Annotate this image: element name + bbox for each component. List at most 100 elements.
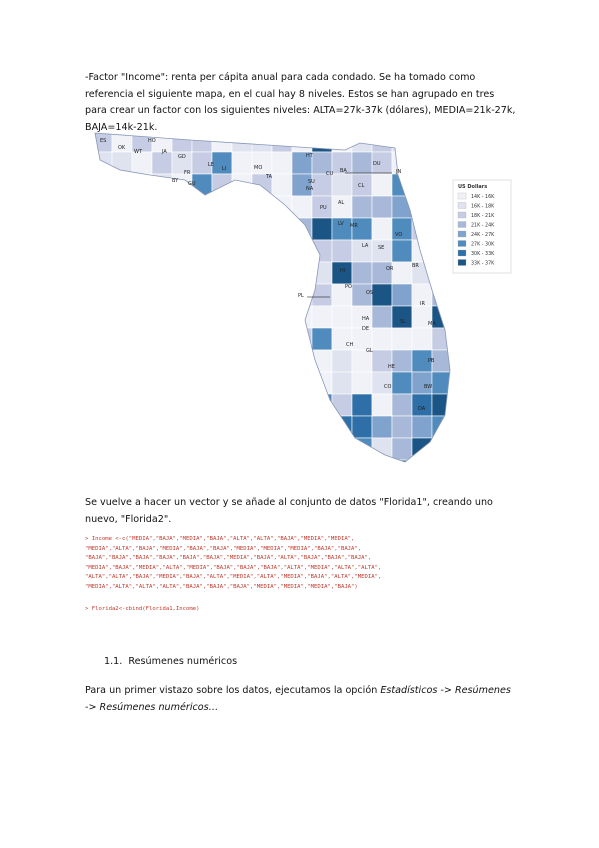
county <box>411 195 433 219</box>
county <box>211 415 233 439</box>
county <box>151 327 173 351</box>
county-label: CL <box>358 183 364 189</box>
code-line: "MEDIA","ALTA","ALTA","ALTA","BAJA","BAJ… <box>85 583 358 590</box>
county <box>111 173 133 197</box>
county-label: DE <box>362 326 369 332</box>
county <box>111 239 133 263</box>
county <box>391 393 413 417</box>
legend-label: 24K - 27K <box>471 232 495 238</box>
county <box>452 328 472 350</box>
county <box>231 195 253 219</box>
county <box>231 371 253 395</box>
county <box>171 459 193 462</box>
county <box>151 437 173 461</box>
counties <box>95 130 472 462</box>
county <box>291 305 313 329</box>
county-label: MA <box>428 321 436 327</box>
county <box>371 459 393 462</box>
county <box>452 130 472 152</box>
legend-swatch <box>457 259 467 266</box>
county <box>171 217 193 241</box>
county <box>95 151 113 175</box>
county <box>191 217 213 241</box>
county <box>331 459 353 462</box>
county <box>452 394 472 416</box>
county <box>371 239 393 263</box>
county <box>371 173 393 197</box>
county <box>131 459 153 462</box>
county <box>131 327 153 351</box>
county-label: BA <box>340 168 347 174</box>
county-label: FR <box>184 170 191 176</box>
county <box>411 415 433 439</box>
county <box>452 416 472 438</box>
county <box>131 173 153 197</box>
county <box>311 371 333 395</box>
county <box>271 327 293 351</box>
county <box>231 415 253 439</box>
county <box>271 459 293 462</box>
county <box>371 327 393 351</box>
county <box>351 133 373 153</box>
county-label: LE <box>208 162 214 168</box>
county <box>151 349 173 373</box>
county <box>431 393 450 417</box>
county <box>151 173 173 197</box>
county <box>211 239 233 263</box>
county <box>95 459 113 462</box>
county <box>351 217 373 241</box>
county <box>111 393 133 417</box>
county <box>95 393 113 417</box>
county <box>291 415 313 439</box>
county <box>271 151 293 175</box>
county <box>351 151 373 175</box>
text-segment: Estadísticos -> Resúmenes -> Resúmenes n… <box>85 685 511 713</box>
county <box>251 283 273 307</box>
county-label: IR <box>420 301 425 307</box>
county <box>95 283 113 307</box>
county <box>95 371 113 395</box>
county-label: JN <box>395 169 401 175</box>
county <box>411 393 433 417</box>
county <box>311 239 333 263</box>
county <box>111 261 133 285</box>
county <box>231 393 253 417</box>
county <box>431 261 450 285</box>
county <box>391 459 413 462</box>
county <box>211 261 233 285</box>
county <box>251 415 273 439</box>
county <box>271 371 293 395</box>
county <box>371 393 393 417</box>
county <box>431 195 450 219</box>
legend-label: 33K - 37K <box>471 261 495 267</box>
county <box>171 305 193 329</box>
county <box>171 327 193 351</box>
county-label: LV <box>338 221 344 227</box>
county <box>411 437 433 461</box>
county <box>111 371 133 395</box>
county <box>95 415 113 439</box>
county-label: LI <box>222 166 226 172</box>
county <box>271 195 293 219</box>
county <box>391 437 413 461</box>
county <box>351 393 373 417</box>
county <box>191 393 213 417</box>
county <box>311 459 333 462</box>
county <box>95 173 113 197</box>
legend-label: 16K - 18K <box>471 204 495 210</box>
county <box>151 195 173 219</box>
county-label: OK <box>118 145 126 151</box>
county <box>431 437 450 461</box>
county <box>231 305 253 329</box>
county <box>95 349 113 373</box>
county <box>271 173 293 197</box>
county <box>291 327 313 351</box>
county-label: BW <box>424 384 432 390</box>
county <box>371 371 393 395</box>
county-label: GL <box>366 348 373 354</box>
county <box>311 437 333 461</box>
county <box>191 349 213 373</box>
county <box>291 393 313 417</box>
county <box>251 195 273 219</box>
county <box>271 349 293 373</box>
